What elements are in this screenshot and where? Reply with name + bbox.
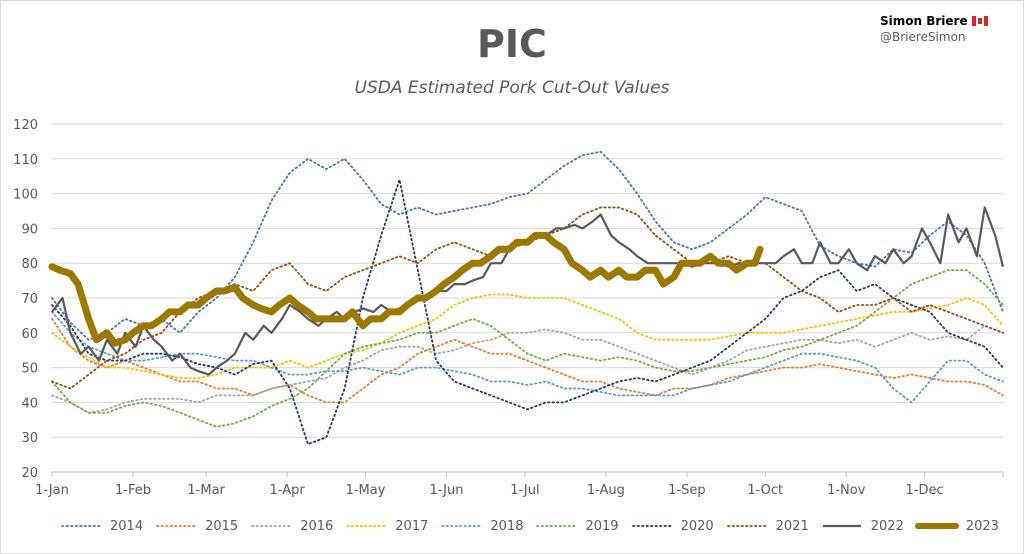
legend-item-2023: 2023	[914, 519, 999, 534]
legend-swatch-icon	[726, 525, 767, 527]
x-tick-label: 1-Feb	[115, 483, 151, 498]
legend-label: 2018	[490, 518, 524, 534]
chart-title: PIC	[477, 22, 547, 66]
legend-swatch-icon	[822, 524, 861, 528]
x-tick-label: 1-Apr	[270, 483, 306, 498]
series-line-2022	[51, 206, 1005, 376]
legend-swatch-icon	[631, 525, 672, 527]
y-tick-label: 50	[21, 362, 38, 377]
x-axis: 1-Jan 1-Feb 1-Mar 1-Apr 1-May 1-Jun 1-Jul 1-Aug…	[35, 471, 1004, 498]
legend-item-2018: 2018	[438, 519, 523, 534]
x-tick-label: 1-Oct	[747, 483, 783, 498]
legend-item-2016: 2016	[248, 519, 333, 534]
legend-item-2019: 2019	[533, 518, 619, 534]
legend-swatch-icon	[346, 525, 387, 527]
chart-subtitle: USDA Estimated Pork Cut-Out Values	[354, 78, 670, 98]
x-tick-label: 1-Jul	[510, 483, 539, 498]
series-lines	[48, 150, 1005, 446]
x-tick-label: 1-Jan	[35, 483, 69, 498]
legend-label: 2015	[205, 518, 239, 534]
gridlines	[52, 123, 1003, 438]
y-tick-label: 40	[21, 396, 38, 411]
legend-swatch-icon	[156, 525, 196, 527]
chart-legend: 2014 2015 2016 2017 2018 2019 2020 2021 2022 2023	[58, 516, 1009, 536]
series-line-2015	[51, 317, 1004, 404]
x-tick-label: 1-Mar	[187, 483, 225, 498]
legend-item-2015: 2015	[153, 519, 238, 534]
author-handle: @BriereSimon	[880, 30, 966, 44]
x-tick-label: 1-Jun	[430, 483, 464, 498]
series-line-2014	[51, 150, 1004, 341]
legend-swatch-icon	[536, 525, 577, 527]
series-line-2016	[51, 324, 1004, 414]
x-tick-label: 1-Dec	[906, 483, 944, 498]
x-tick-label: 1-Nov	[827, 483, 866, 498]
canada-flag-icon	[971, 16, 988, 26]
series-line-2020	[51, 176, 1004, 446]
x-tick-label: 1-May	[346, 483, 386, 498]
legend-label: 2014	[110, 518, 144, 534]
legend-item-2014: 2014	[58, 519, 143, 534]
legend-label: 2021	[775, 518, 809, 534]
y-tick-label: 60	[21, 327, 38, 342]
legend-label: 2020	[680, 518, 714, 534]
author-credit: Simon Briere @BriereSimon	[880, 13, 988, 45]
y-tick-label: 90	[21, 222, 38, 237]
y-tick-label: 80	[21, 257, 38, 272]
legend-item-2022: 2022	[819, 519, 904, 534]
legend-swatch-icon	[441, 525, 482, 527]
y-tick-label: 70	[21, 292, 38, 307]
y-tick-label: 100	[13, 188, 38, 203]
legend-label: 2016	[300, 518, 334, 534]
legend-label: 2022	[870, 518, 904, 534]
y-tick-label: 20	[21, 466, 38, 481]
legend-swatch-icon	[914, 523, 959, 529]
y-tick-label: 120	[13, 118, 38, 133]
series-line-2019	[51, 269, 1004, 428]
legend-label: 2017	[395, 518, 429, 534]
series-line-2023	[48, 231, 764, 347]
legend-swatch-icon	[251, 525, 292, 527]
author-name: Simon Briere	[880, 14, 968, 28]
y-tick-label: 30	[21, 431, 38, 446]
legend-label: 2019	[585, 518, 619, 534]
legend-swatch-icon	[61, 525, 101, 527]
x-tick-label: 1-Sep	[668, 483, 705, 498]
legend-item-2021: 2021	[724, 519, 809, 534]
y-tick-label: 110	[13, 153, 38, 168]
legend-item-2017: 2017	[343, 519, 428, 534]
y-axis-ticks: 20 30 40 50 60 70 80 90 100 110 120	[13, 118, 38, 481]
legend-item-2020: 2020	[629, 519, 714, 534]
legend-label: 2023	[965, 518, 999, 534]
x-tick-label: 1-Aug	[587, 483, 625, 498]
series-line-2018	[51, 310, 1004, 404]
